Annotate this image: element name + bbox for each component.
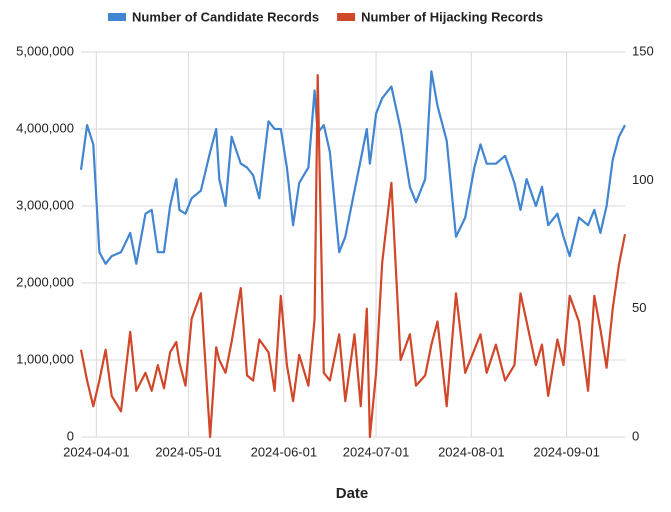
- x-tick-label: 2024-09-01: [533, 444, 600, 459]
- x-axis-label: Date: [336, 485, 369, 502]
- y-tick-label: 1,000,000: [16, 351, 74, 366]
- x-tick-label: 2024-05-01: [155, 444, 222, 459]
- x-tick-label: 2024-07-01: [343, 444, 410, 459]
- x-tick-label: 2024-04-01: [63, 444, 130, 459]
- y-tick-label: 4,000,000: [16, 120, 74, 135]
- legend-label: Number of Hijacking Records: [361, 9, 543, 24]
- y-tick-label: 0: [67, 428, 74, 443]
- series-line: [79, 74, 627, 439]
- y-tick-label: 3,000,000: [16, 197, 74, 212]
- y2-tick-label: 50: [632, 300, 646, 315]
- series-line: [79, 70, 626, 265]
- legend-label: Number of Candidate Records: [132, 9, 319, 24]
- y2-tick-label: 100: [632, 172, 654, 187]
- y-tick-label: 2,000,000: [16, 274, 74, 289]
- y2-tick-label: 150: [632, 43, 654, 58]
- y2-tick-label: 0: [632, 428, 639, 443]
- y-tick-label: 5,000,000: [16, 43, 74, 58]
- x-tick-label: 2024-08-01: [438, 444, 505, 459]
- legend-swatch: [108, 13, 126, 21]
- legend-swatch: [337, 13, 356, 21]
- x-tick-label: 2024-06-01: [251, 444, 318, 459]
